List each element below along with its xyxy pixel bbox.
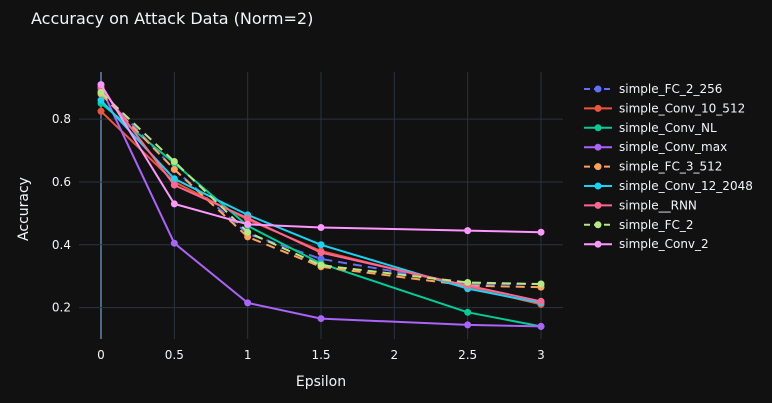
data-point[interactable]	[170, 239, 178, 247]
series-line	[100, 99, 542, 304]
legend-item[interactable]: simple_Conv_10_512	[584, 101, 745, 115]
chart-title: Accuracy on Attack Data (Norm=2)	[31, 9, 313, 28]
ticks: 0 0.5 1 1.5 2 2.5 3 0.2 0.4 0.6 0.8	[52, 112, 545, 362]
legend-swatch-marker	[594, 201, 602, 209]
legend-swatch-marker	[594, 104, 602, 112]
y-tick-label: 0.8	[52, 112, 71, 126]
legend-item[interactable]: simple_FC_2_256	[584, 82, 722, 96]
legend-item[interactable]: simple_Conv_2	[584, 237, 709, 251]
legend-item[interactable]: simple__RNN	[584, 198, 697, 212]
legend-label: simple_FC_3_512	[619, 160, 722, 174]
series-simple_FC_2	[97, 88, 545, 288]
y-tick-label: 0.2	[52, 301, 71, 315]
x-tick-label: 1	[244, 348, 252, 362]
series-simple_Conv_2	[97, 81, 545, 236]
data-point[interactable]	[97, 81, 105, 89]
legend-swatch-marker	[594, 221, 602, 229]
data-point[interactable]	[244, 228, 252, 236]
legend-swatch-marker	[594, 143, 602, 151]
legend-label: simple_Conv_10_512	[619, 101, 745, 115]
data-point[interactable]	[317, 241, 325, 249]
series-layer	[97, 81, 545, 330]
legend-swatch-marker	[594, 182, 602, 190]
legend-item[interactable]: simple_Conv_NL	[584, 121, 717, 135]
series-line	[100, 91, 542, 285]
data-point[interactable]	[464, 278, 472, 286]
data-point[interactable]	[170, 165, 178, 173]
x-tick-label: 0	[97, 348, 105, 362]
legend-label: simple_Conv_NL	[619, 121, 717, 135]
legend-swatch-marker	[594, 240, 602, 248]
legend-swatch-marker	[594, 85, 602, 93]
legend-label: simple_FC_2_256	[619, 82, 722, 96]
data-point[interactable]	[537, 280, 545, 288]
legend-label: simple_Conv_max	[619, 140, 727, 154]
data-point[interactable]	[97, 88, 105, 96]
data-point[interactable]	[170, 158, 178, 166]
x-axis-label: Epsilon	[296, 374, 346, 390]
y-tick-label: 0.4	[52, 238, 71, 252]
x-tick-label: 0.5	[165, 348, 184, 362]
series-line	[100, 93, 542, 289]
legend-swatch-marker	[594, 163, 602, 171]
data-point[interactable]	[464, 227, 472, 235]
series-line	[100, 102, 542, 328]
legend-label: simple__RNN	[619, 198, 697, 212]
data-point[interactable]	[170, 200, 178, 208]
data-point[interactable]	[464, 308, 472, 316]
data-point[interactable]	[97, 107, 105, 115]
data-point[interactable]	[317, 223, 325, 231]
data-point[interactable]	[317, 261, 325, 269]
x-tick-label: 3	[537, 348, 545, 362]
data-point[interactable]	[244, 214, 252, 222]
data-point[interactable]	[537, 322, 545, 330]
grid	[79, 72, 563, 339]
series-line	[100, 84, 542, 234]
data-point[interactable]	[170, 175, 178, 183]
legend-item[interactable]: simple_FC_3_512	[584, 160, 722, 174]
data-point[interactable]	[170, 181, 178, 189]
legend-swatch-marker	[594, 124, 602, 132]
x-tick-label: 2.5	[458, 348, 477, 362]
series-line	[100, 90, 541, 285]
data-point[interactable]	[244, 299, 252, 307]
legend-item[interactable]: simple_Conv_max	[584, 140, 727, 154]
data-point[interactable]	[97, 96, 105, 104]
x-tick-label: 1.5	[311, 348, 330, 362]
data-point[interactable]	[317, 315, 325, 323]
series-line	[100, 87, 542, 328]
legend-label: simple_FC_2	[619, 218, 694, 232]
data-point[interactable]	[464, 321, 472, 329]
y-tick-label: 0.6	[52, 175, 71, 189]
legend-label: simple_Conv_12_2048	[619, 179, 753, 193]
data-point[interactable]	[244, 220, 252, 228]
data-point[interactable]	[537, 228, 545, 236]
x-tick-label: 2	[391, 348, 399, 362]
data-point[interactable]	[537, 297, 545, 305]
legend-label: simple_Conv_2	[619, 237, 709, 251]
legend-item[interactable]: simple_Conv_12_2048	[584, 179, 753, 193]
data-point[interactable]	[317, 249, 325, 257]
series-line	[100, 87, 542, 303]
legend-item[interactable]: simple_FC_2	[584, 218, 694, 232]
y-axis-label: Accuracy	[16, 177, 32, 241]
legend[interactable]: simple_FC_2_256 simple_Conv_10_512 simple_…	[584, 82, 753, 251]
